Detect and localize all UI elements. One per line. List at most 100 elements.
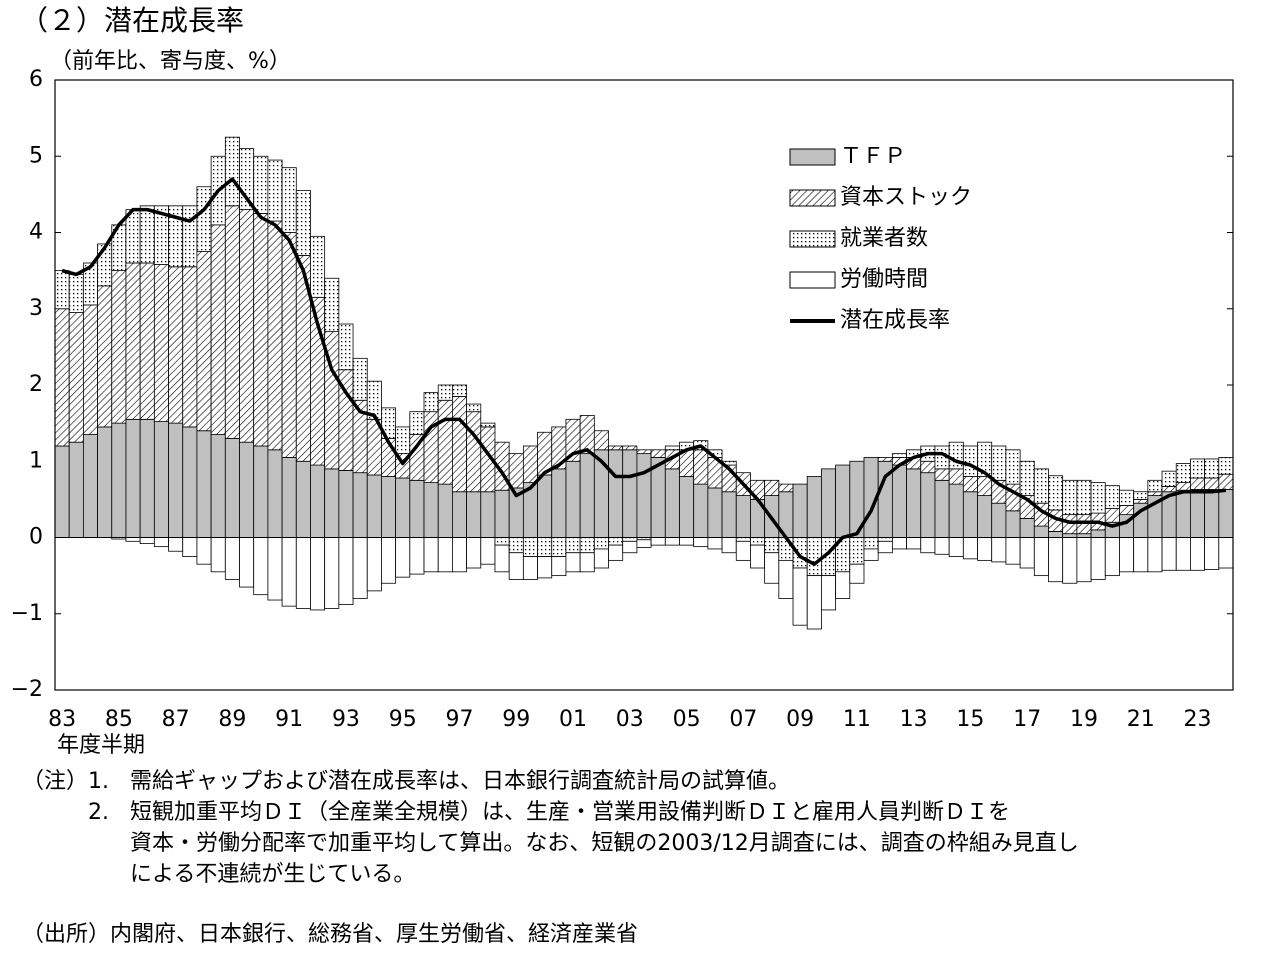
bar-segment (68, 312, 84, 443)
bar-segment (437, 483, 453, 538)
bar-segment (934, 537, 950, 555)
bar-segment (324, 277, 340, 333)
bar-segment (494, 489, 510, 538)
x-tick-label: 17 (1013, 707, 1041, 732)
bar-segment (253, 445, 269, 538)
bar-segment (877, 457, 893, 462)
bar-segment (1076, 537, 1092, 583)
bar-segment (1090, 537, 1106, 580)
bar-segment (1048, 537, 1064, 583)
bar-segment (764, 537, 780, 554)
bar-segment (437, 399, 453, 485)
bar-segment (636, 449, 652, 455)
bar-segment (139, 262, 155, 420)
bar-segment (494, 537, 510, 546)
bar-segment (1033, 468, 1049, 504)
bar-segment (267, 537, 283, 601)
bar-segment (239, 537, 255, 588)
bar-segment (806, 537, 822, 577)
x-tick-label: 03 (616, 707, 644, 732)
bar-segment (1048, 531, 1064, 538)
bar-segment (153, 421, 169, 538)
bar-segment (82, 434, 98, 538)
bar-segment (54, 308, 70, 447)
bar-segment (1204, 489, 1220, 538)
chart-title: （２）潜在成長率 (20, 4, 244, 37)
bar-segment (977, 537, 993, 561)
bar-segment (423, 482, 439, 538)
bar-segment (324, 468, 340, 538)
bar-segment (1076, 479, 1092, 516)
bar-segment (948, 537, 964, 557)
legend-swatch (789, 148, 836, 166)
bar-segment (480, 491, 496, 538)
bar-segment (948, 468, 964, 485)
bar-segment (622, 537, 638, 542)
bar-segment (239, 441, 255, 538)
x-tick-label: 95 (389, 707, 417, 732)
bar-segment (764, 479, 780, 496)
bar-segment (821, 575, 837, 611)
bar-segment (1190, 489, 1206, 538)
bar-segment (962, 445, 978, 477)
bar-segment (381, 407, 397, 439)
bar-segment (792, 483, 808, 538)
bar-segment (1019, 518, 1035, 538)
bar-segment (480, 422, 496, 428)
bar-segment (451, 537, 467, 573)
bar-segment (451, 384, 467, 397)
bar-segment (409, 411, 425, 435)
bar-segment (565, 552, 581, 573)
bar-segment (281, 167, 297, 233)
x-tick-label: 13 (900, 707, 928, 732)
bar-segment (1062, 479, 1078, 516)
bar-segment (295, 460, 311, 538)
bar-segment (1019, 460, 1035, 496)
bar-segment (508, 552, 524, 580)
bar-segment (849, 537, 865, 565)
bar-segment (679, 476, 695, 538)
bar-segment (877, 540, 893, 554)
bar-segment (352, 357, 368, 401)
bar-segment (423, 537, 439, 573)
legend-label: 労働時間 (840, 267, 928, 292)
bar-segment (267, 220, 283, 451)
bar-segment (622, 449, 638, 538)
bar-segment (466, 491, 482, 538)
bar-segment (366, 474, 382, 538)
bar-segment (1204, 477, 1220, 490)
bar-segment (239, 209, 255, 443)
bar-segment (267, 159, 283, 222)
bar-segment (593, 537, 609, 550)
bar-segment (906, 468, 922, 538)
bar-segment (310, 537, 326, 611)
bar-segment (849, 563, 865, 584)
bar-segment (1005, 537, 1021, 565)
bar-segment (352, 472, 368, 538)
y-tick-label: 2 (29, 372, 43, 397)
bar-segment (948, 483, 964, 538)
bar-segment (168, 537, 184, 552)
bar-segment (281, 232, 297, 458)
bar-segment (182, 266, 198, 428)
y-tick-label: 4 (29, 220, 43, 245)
bar-segment (508, 537, 524, 554)
bar-segment (295, 537, 311, 609)
bar-segment (437, 384, 453, 401)
bar-segment (891, 464, 907, 538)
bar-segment (962, 476, 978, 493)
x-tick-label: 87 (162, 707, 190, 732)
bar-segment (196, 537, 212, 565)
bar-segment (608, 445, 624, 451)
bar-segment (522, 556, 538, 580)
bar-segment (1190, 477, 1206, 490)
bar-segment (451, 491, 467, 538)
bar-segment (324, 537, 340, 609)
bar-segment (1119, 537, 1135, 573)
bar-segment (1161, 470, 1177, 487)
bar-segment (111, 270, 127, 424)
x-tick-label: 23 (1184, 707, 1212, 732)
bar-segment (1005, 449, 1021, 485)
bar-segment (310, 464, 326, 538)
